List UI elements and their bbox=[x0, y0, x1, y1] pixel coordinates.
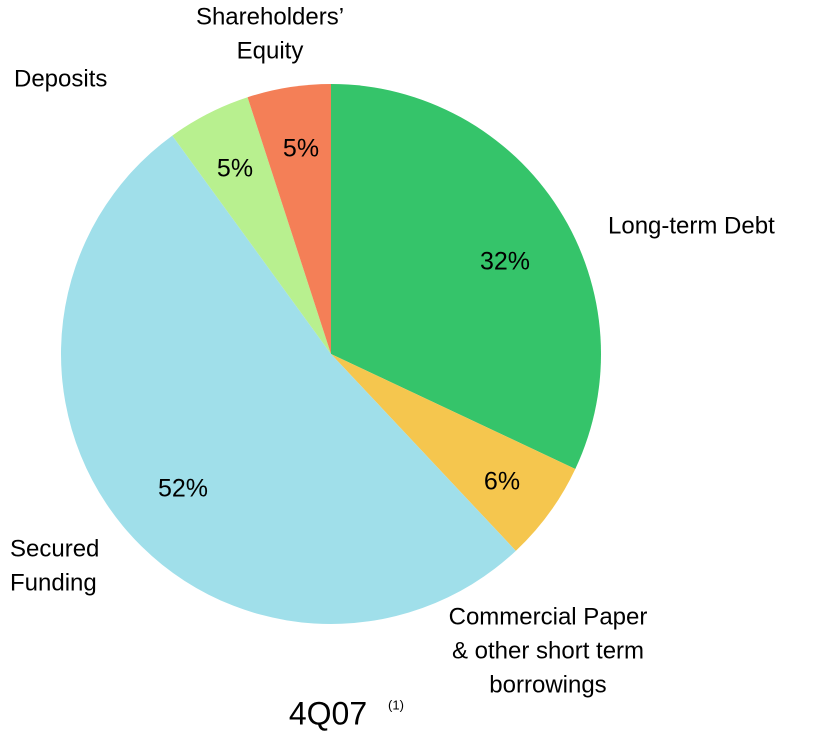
category-label: Commercial Paper bbox=[449, 603, 648, 630]
slice-label: 5% bbox=[217, 155, 253, 183]
slice-label: 5% bbox=[283, 135, 319, 163]
title-note: (1) bbox=[388, 697, 404, 712]
category-label: borrowings bbox=[489, 671, 606, 698]
pie-slice bbox=[247, 84, 331, 354]
pie-slice bbox=[331, 84, 601, 469]
category-label: Funding bbox=[10, 569, 97, 596]
pie-slice bbox=[331, 354, 576, 551]
category-label: Long-term Debt bbox=[608, 212, 775, 239]
chart-title: 4Q07 bbox=[289, 695, 367, 731]
category-label: & other short term bbox=[452, 637, 644, 664]
slice-label: 32% bbox=[480, 248, 530, 276]
pie-slice bbox=[172, 97, 331, 355]
slice-label: 6% bbox=[484, 468, 520, 496]
category-label: Equity bbox=[237, 37, 304, 64]
category-label: Secured bbox=[10, 535, 99, 562]
category-label: Shareholders’ bbox=[196, 3, 344, 30]
category-label: Deposits bbox=[14, 65, 107, 92]
pie-slice bbox=[61, 135, 516, 624]
slice-label: 52% bbox=[158, 475, 208, 503]
